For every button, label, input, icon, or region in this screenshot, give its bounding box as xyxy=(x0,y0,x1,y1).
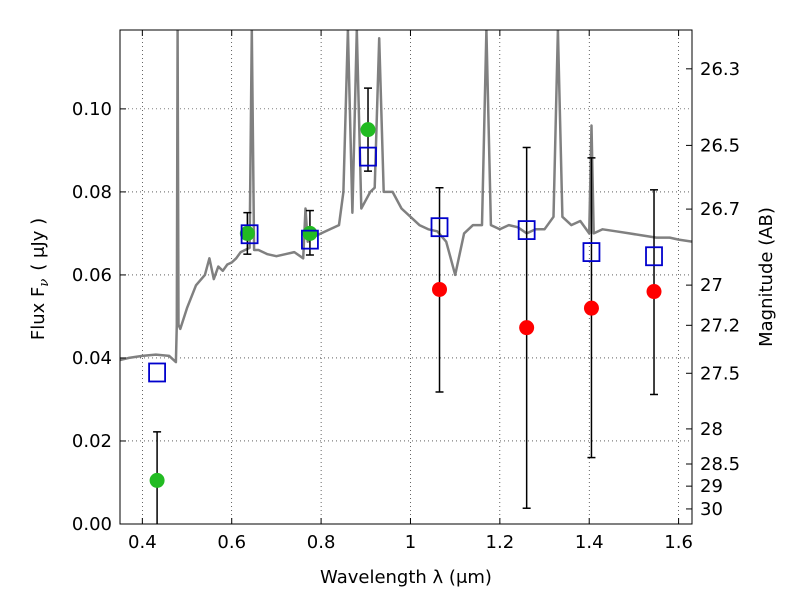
y2-tick-label: 26.3 xyxy=(700,59,740,80)
y2-tick-label: 27.2 xyxy=(700,315,740,336)
data-point-circle xyxy=(239,225,255,241)
y2-tick-label: 27 xyxy=(700,275,723,296)
x-tick-label: 0.8 xyxy=(307,532,336,553)
grid xyxy=(120,30,692,525)
data-point-square xyxy=(359,146,377,167)
data-point-circle xyxy=(519,320,535,336)
y2-tick-label: 26.7 xyxy=(700,199,740,220)
y-tick-label: 0.08 xyxy=(72,182,112,203)
data-point-square xyxy=(148,362,166,383)
y-axis-label: Flux Fν ( μJy ) xyxy=(28,218,52,340)
x-tick-label: 1 xyxy=(405,532,416,553)
y2-tick-label: 30 xyxy=(700,499,723,520)
x-tick-label: 0.6 xyxy=(217,532,246,553)
y2-tick-label: 26.5 xyxy=(700,135,740,156)
data-markers xyxy=(148,122,663,488)
data-point-square xyxy=(430,217,449,238)
data-point-square xyxy=(582,242,601,262)
y2-tick-label: 28 xyxy=(700,419,723,440)
x-axis-label: Wavelength λ (μm) xyxy=(320,567,492,588)
data-point-square xyxy=(645,246,663,267)
x-tick-label: 0.4 xyxy=(128,532,157,553)
y-tick-label: 0.00 xyxy=(72,514,112,535)
data-point-circle xyxy=(583,300,599,316)
data-point-square xyxy=(240,224,259,245)
x-tick-label: 1.6 xyxy=(664,532,693,553)
data-point-square xyxy=(301,229,319,250)
data-point-square xyxy=(517,220,536,240)
data-point-circle xyxy=(646,284,662,300)
error-bars xyxy=(153,87,659,524)
data-point-circle xyxy=(302,225,318,241)
data-point-circle xyxy=(432,281,448,297)
y2-tick-label: 28.5 xyxy=(700,454,740,475)
y2-tick-label: 29 xyxy=(700,476,723,497)
model-spectrum-line xyxy=(120,30,692,364)
y-tick-label: 0.10 xyxy=(72,99,112,120)
y-tick-label: 0.04 xyxy=(72,348,112,369)
x-tick-label: 1.2 xyxy=(486,532,515,553)
y2-axis-label: Magnitude (AB) xyxy=(756,207,777,347)
axis-ticks: 0.4 0.6 0.8 1 1.2 1.4 1.6 0.00 0.02 0.04 0.06 0.08 0… xyxy=(72,30,740,553)
data-point-circle xyxy=(149,472,165,488)
y-axis-label-unit: ( μJy ) xyxy=(28,218,49,271)
model-spectrum xyxy=(120,30,692,364)
y-tick-label: 0.06 xyxy=(72,265,112,286)
y-tick-label: 0.02 xyxy=(72,431,112,452)
y2-tick-label: 27.5 xyxy=(700,363,740,384)
plot-frame xyxy=(119,29,693,525)
y-axis-label-subscript: ν xyxy=(37,279,52,287)
x-tick-label: 1.4 xyxy=(575,532,604,553)
data-point-circle xyxy=(360,122,376,138)
y-axis-label-main: Flux F xyxy=(28,287,49,341)
